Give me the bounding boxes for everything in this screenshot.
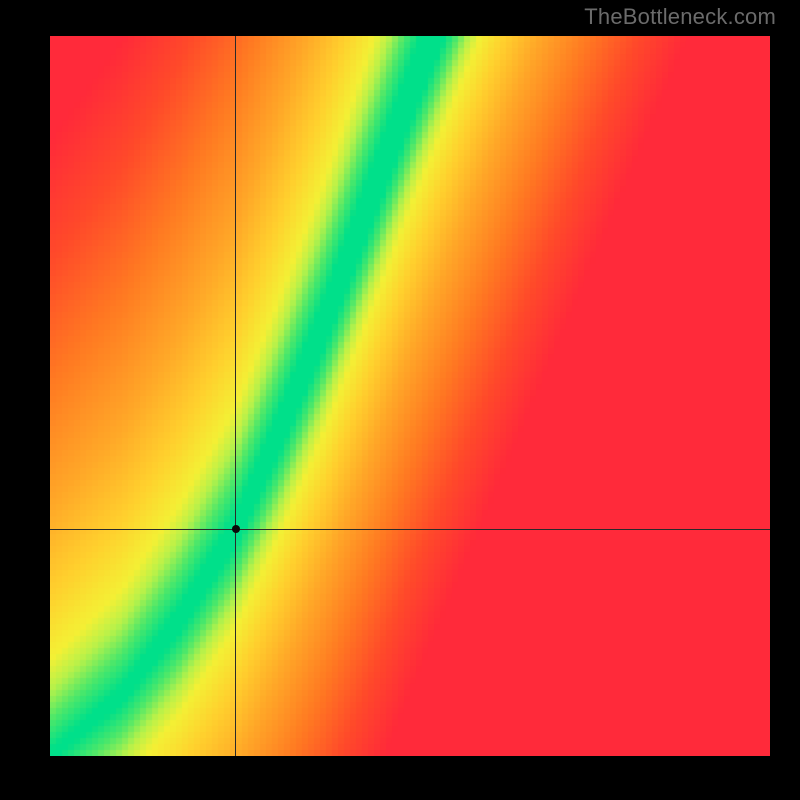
- crosshair-vertical-line: [235, 36, 236, 756]
- bottleneck-heatmap: [50, 36, 770, 756]
- watermark-text: TheBottleneck.com: [584, 4, 776, 30]
- crosshair-horizontal-line: [50, 529, 770, 530]
- crosshair-dot: [232, 525, 240, 533]
